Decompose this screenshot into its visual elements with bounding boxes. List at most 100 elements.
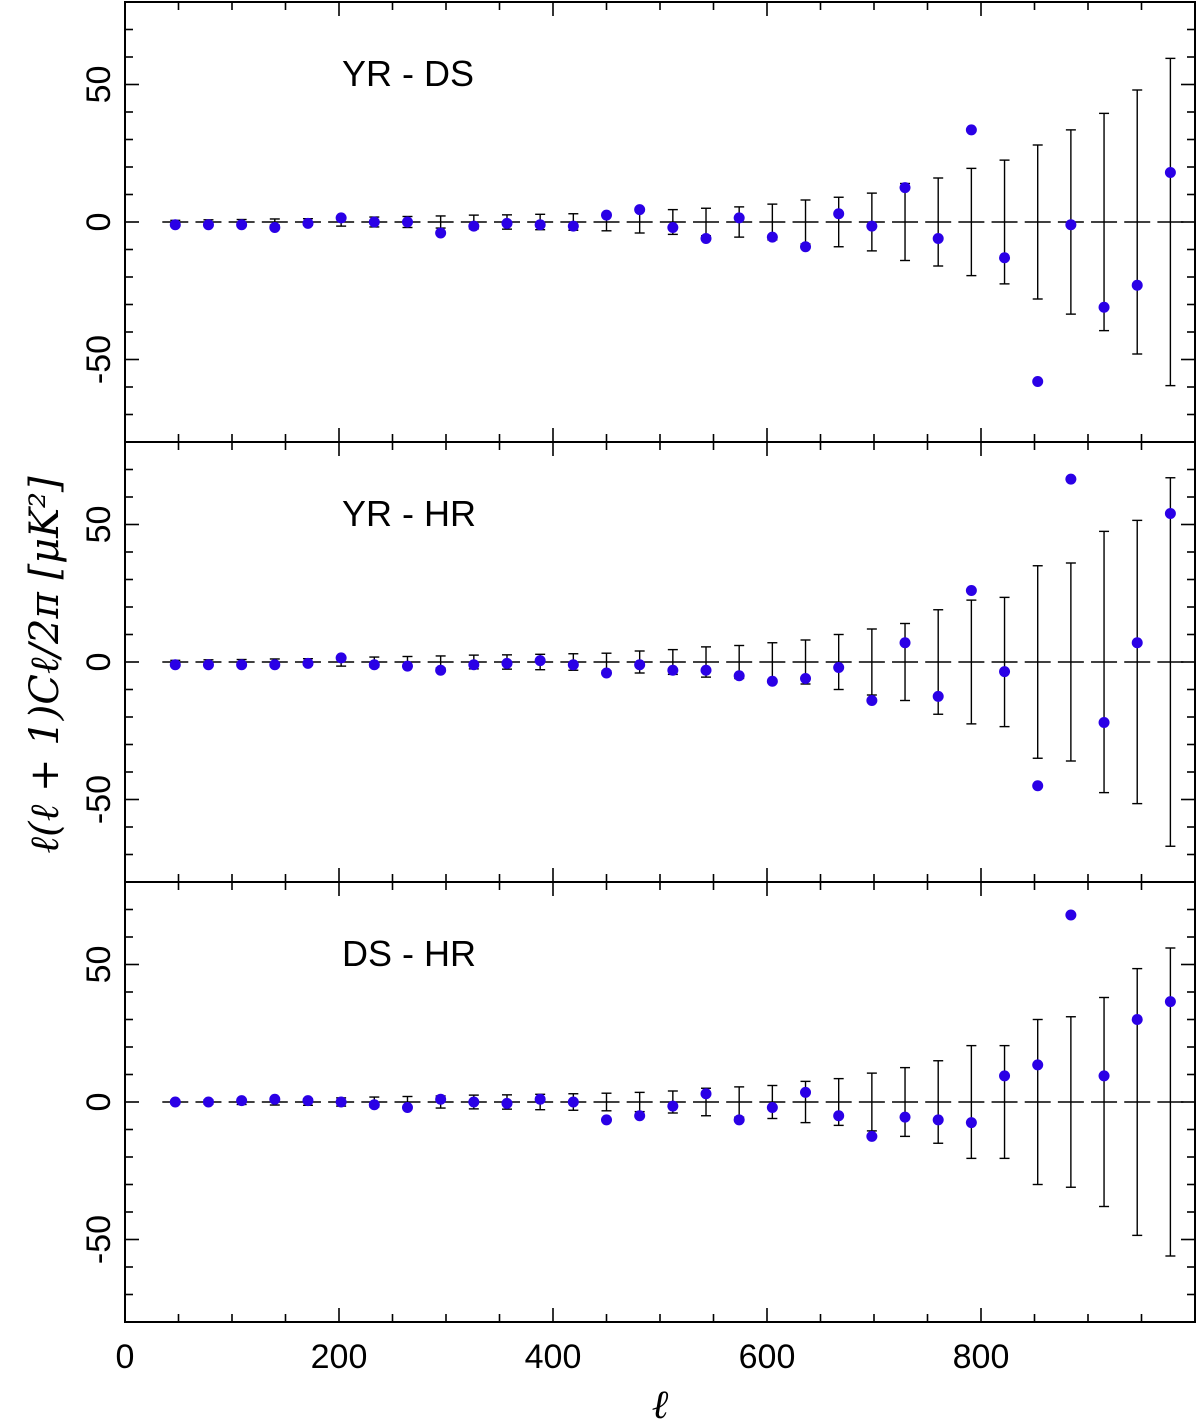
data-point bbox=[601, 209, 612, 221]
data-point bbox=[501, 1097, 513, 1109]
data-point bbox=[733, 212, 745, 224]
data-point bbox=[335, 212, 347, 224]
data-point bbox=[302, 657, 314, 669]
data-point bbox=[236, 1095, 248, 1107]
data-point bbox=[634, 204, 646, 216]
data-point bbox=[667, 1100, 679, 1112]
data-point bbox=[435, 664, 447, 676]
data-point bbox=[1065, 219, 1077, 231]
data-point bbox=[302, 217, 314, 229]
panel-title: YR - HR bbox=[342, 493, 476, 534]
y-tick-label: 50 bbox=[80, 506, 118, 544]
data-point bbox=[833, 1110, 845, 1122]
data-point bbox=[567, 220, 579, 232]
data-point bbox=[401, 216, 413, 228]
y-tick-label: 0 bbox=[80, 653, 118, 672]
data-point bbox=[700, 1088, 712, 1100]
data-point bbox=[1131, 1014, 1143, 1025]
data-point bbox=[1164, 167, 1176, 178]
data-point bbox=[335, 652, 347, 664]
data-point bbox=[800, 673, 812, 684]
data-point bbox=[169, 659, 181, 671]
data-point bbox=[1098, 301, 1110, 313]
data-point bbox=[202, 1096, 214, 1108]
data-point bbox=[932, 690, 944, 702]
panel-title: DS - HR bbox=[342, 933, 476, 974]
data-point bbox=[866, 220, 878, 232]
data-point bbox=[999, 252, 1011, 264]
data-point bbox=[1065, 473, 1077, 485]
data-point bbox=[1164, 508, 1176, 519]
data-point bbox=[667, 222, 679, 233]
data-point bbox=[965, 585, 977, 596]
data-point bbox=[899, 182, 911, 194]
data-point bbox=[999, 666, 1011, 678]
data-point bbox=[435, 227, 447, 239]
data-point bbox=[766, 231, 778, 243]
x-tick-label: 600 bbox=[739, 1338, 796, 1376]
data-point bbox=[899, 637, 911, 649]
data-point bbox=[700, 664, 712, 676]
data-point bbox=[1098, 717, 1110, 728]
data-point bbox=[468, 1096, 480, 1108]
data-point bbox=[269, 659, 281, 671]
data-point bbox=[534, 655, 546, 667]
data-point bbox=[534, 1093, 546, 1105]
x-axis-label: ℓ bbox=[652, 1382, 669, 1424]
panel-2: -50 0 50 YR - HR bbox=[80, 441, 1196, 883]
data-point bbox=[501, 217, 513, 229]
data-point bbox=[1098, 1070, 1110, 1082]
data-point bbox=[866, 695, 878, 706]
data-point bbox=[202, 219, 214, 231]
data-point bbox=[601, 1114, 612, 1126]
data-point bbox=[567, 1096, 579, 1108]
data-point bbox=[468, 220, 480, 232]
data-point bbox=[601, 667, 612, 679]
data-point bbox=[1164, 996, 1176, 1008]
y-tick-label: -50 bbox=[80, 775, 118, 824]
data-point bbox=[667, 664, 679, 676]
data-point bbox=[401, 660, 413, 672]
data-point bbox=[335, 1096, 347, 1108]
data-point bbox=[1032, 1059, 1044, 1071]
data-point bbox=[634, 1110, 646, 1122]
data-point bbox=[236, 219, 248, 231]
data-point bbox=[800, 241, 812, 253]
data-point bbox=[1032, 780, 1044, 792]
y-tick-label: 50 bbox=[80, 66, 118, 104]
data-point bbox=[236, 659, 248, 671]
data-point bbox=[634, 659, 646, 671]
data-point bbox=[1032, 376, 1044, 387]
panels: -50 0 50 YR - DS -50 0 50 YR - HR -50 0 50 DS - HR 0… bbox=[80, 1, 1196, 1376]
x-tick-label: 400 bbox=[525, 1338, 582, 1376]
data-point bbox=[700, 233, 712, 244]
data-point bbox=[899, 1111, 911, 1123]
data-point bbox=[169, 1096, 181, 1108]
data-point bbox=[269, 222, 281, 233]
data-point bbox=[932, 233, 944, 244]
data-point bbox=[368, 1099, 380, 1111]
data-point bbox=[999, 1070, 1011, 1082]
data-point bbox=[435, 1093, 447, 1105]
data-point bbox=[269, 1093, 281, 1105]
data-point bbox=[401, 1102, 413, 1113]
y-tick-label: -50 bbox=[80, 1215, 118, 1264]
y-axis-label: ℓ(ℓ + 1)Cℓ/2π [μK²] bbox=[22, 476, 68, 854]
x-tick-label: 200 bbox=[311, 1338, 368, 1376]
x-tick-label: 800 bbox=[953, 1338, 1010, 1376]
data-point bbox=[202, 659, 214, 671]
data-point bbox=[1131, 637, 1143, 649]
data-point bbox=[766, 1102, 778, 1113]
data-point bbox=[1131, 279, 1143, 291]
data-point bbox=[833, 208, 845, 220]
data-point bbox=[965, 1117, 977, 1129]
data-point bbox=[833, 662, 845, 673]
data-point bbox=[766, 675, 778, 687]
y-tick-label: 0 bbox=[80, 213, 118, 232]
data-point bbox=[302, 1095, 314, 1107]
data-point bbox=[866, 1130, 878, 1142]
data-point bbox=[800, 1086, 812, 1098]
data-point bbox=[932, 1114, 944, 1126]
data-point bbox=[169, 219, 181, 231]
